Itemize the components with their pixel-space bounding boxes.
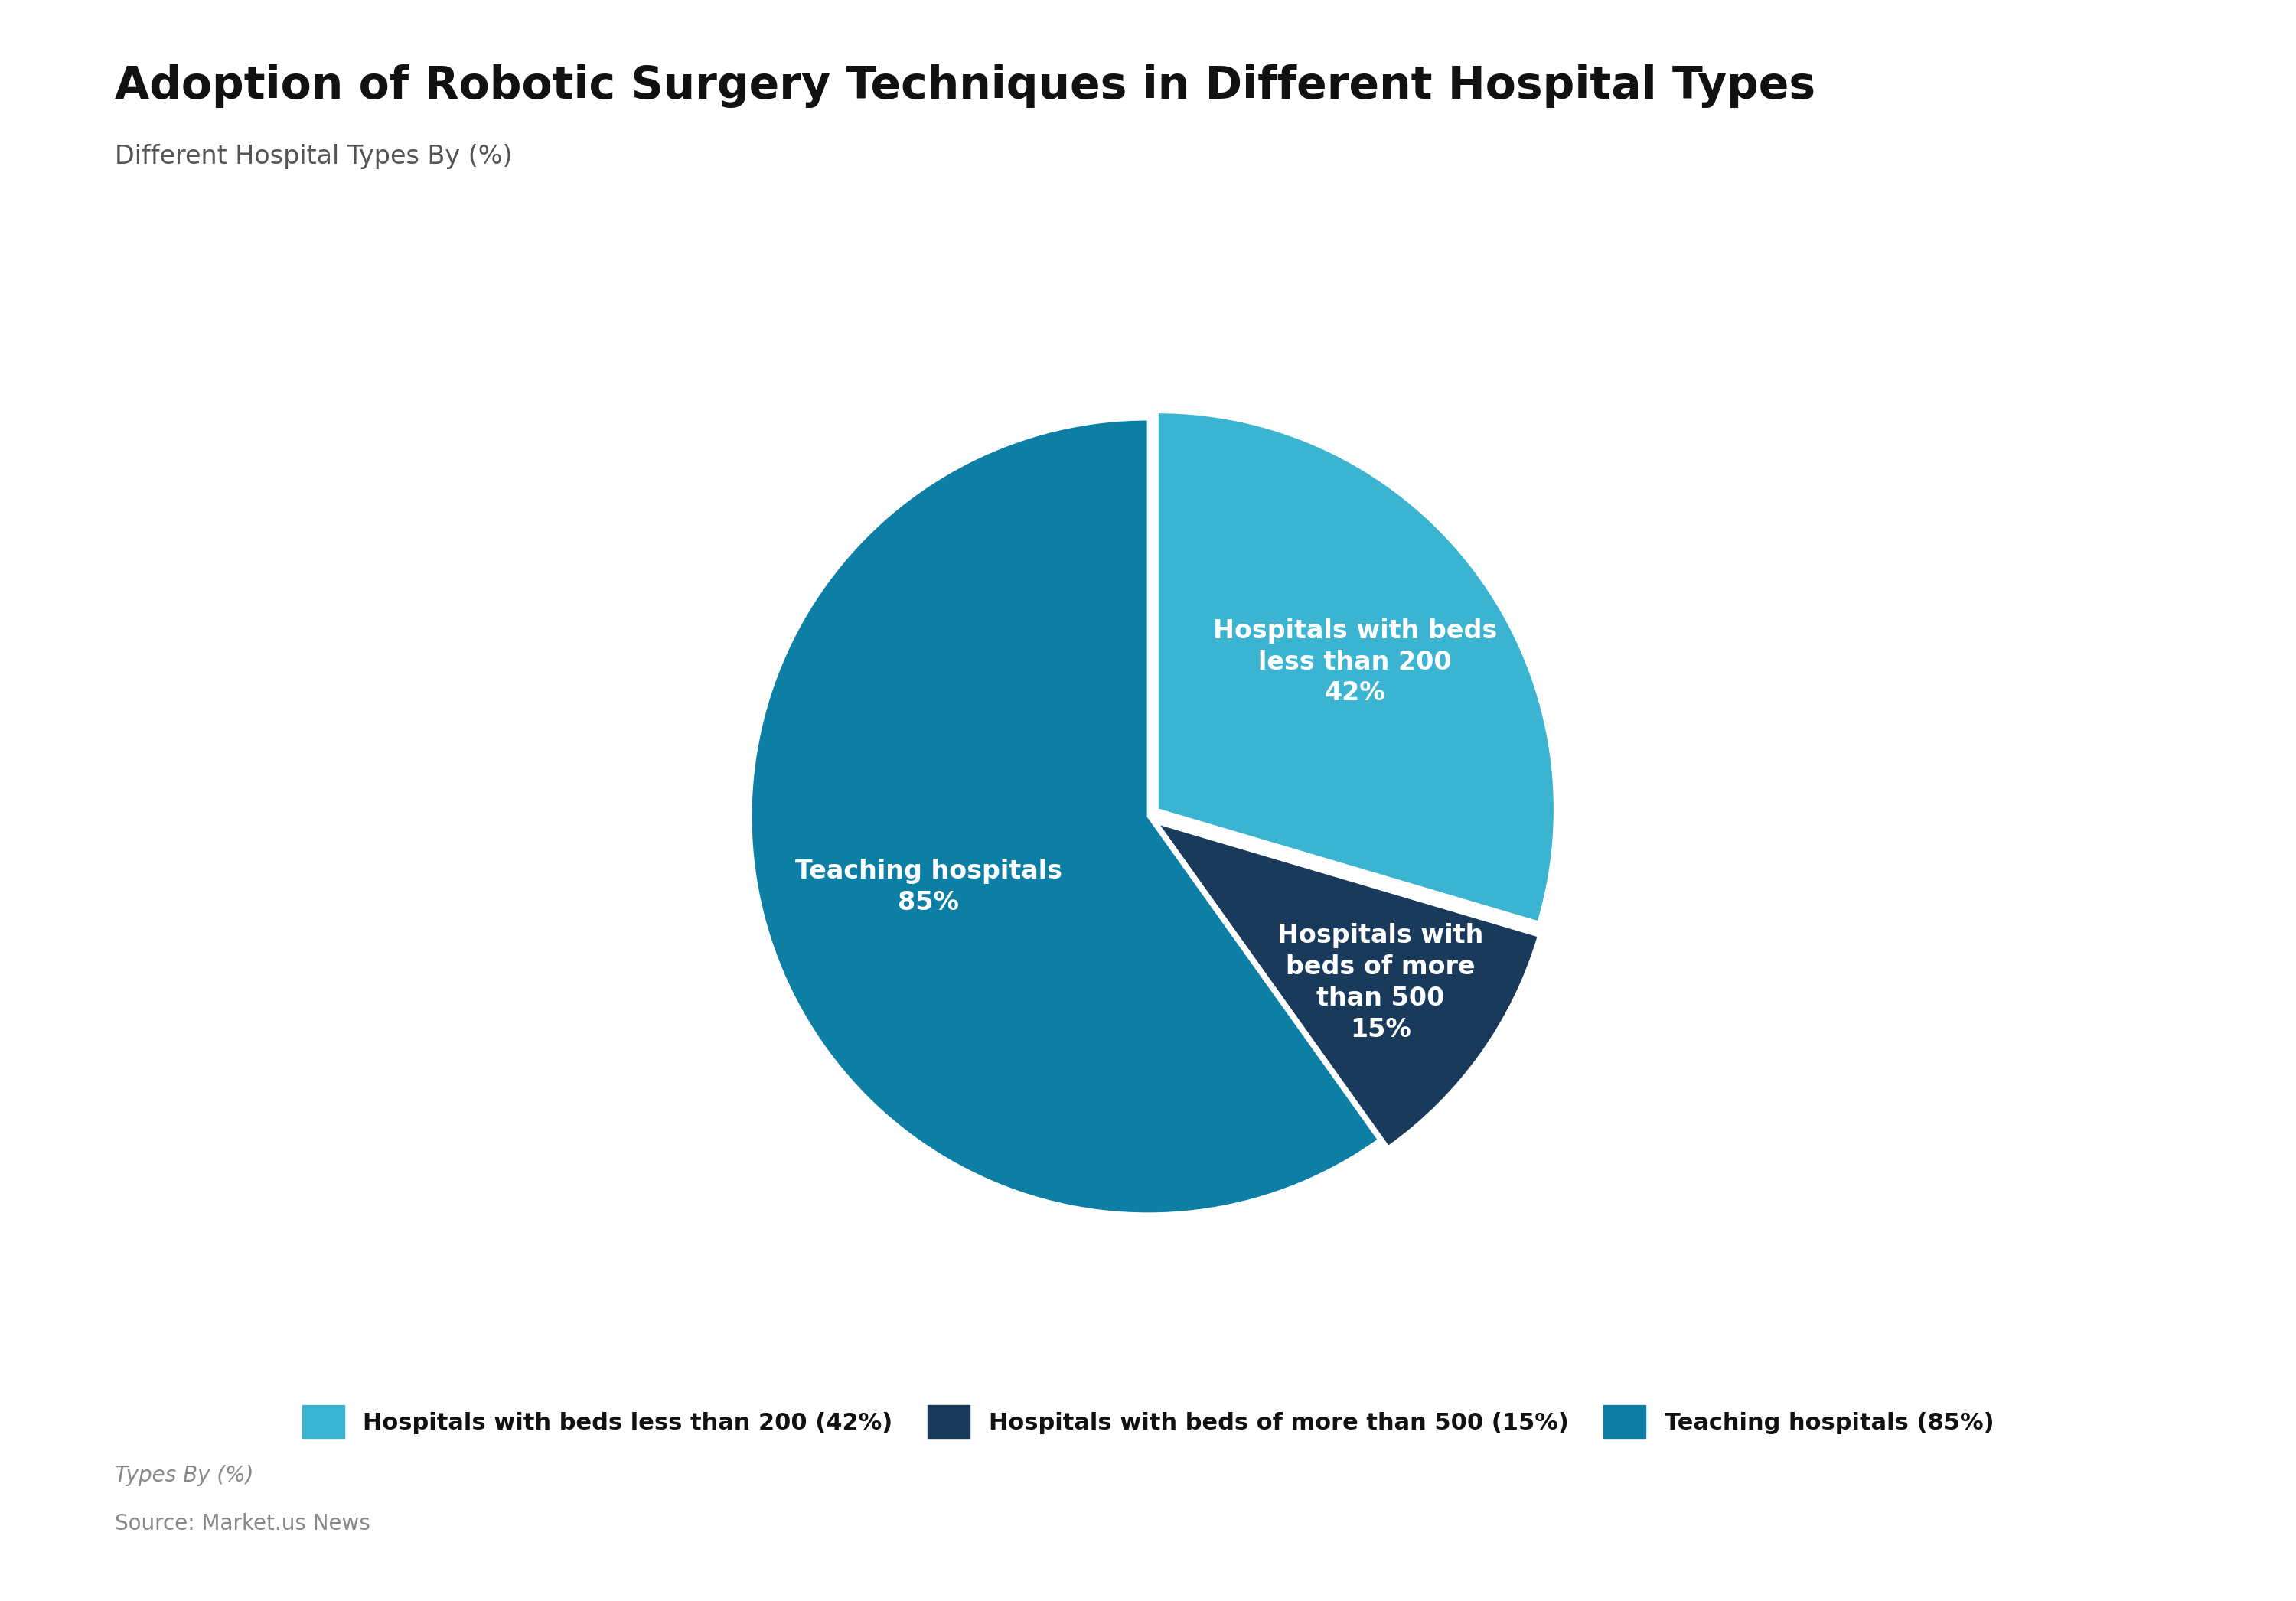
Text: Teaching hospitals
85%: Teaching hospitals 85%	[794, 858, 1063, 914]
Text: Different Hospital Types By (%): Different Hospital Types By (%)	[115, 144, 512, 170]
Legend: Hospitals with beds less than 200 (42%), Hospitals with beds of more than 500 (1: Hospitals with beds less than 200 (42%),…	[289, 1393, 2007, 1451]
Text: Types By (%): Types By (%)	[115, 1465, 253, 1486]
Text: Hospitals with beds
less than 200
42%: Hospitals with beds less than 200 42%	[1212, 618, 1497, 706]
Wedge shape	[751, 419, 1378, 1214]
Text: Hospitals with
beds of more
than 500
15%: Hospitals with beds of more than 500 15%	[1277, 924, 1483, 1042]
Text: Adoption of Robotic Surgery Techniques in Different Hospital Types: Adoption of Robotic Surgery Techniques i…	[115, 64, 1816, 107]
Wedge shape	[1157, 823, 1538, 1146]
Wedge shape	[1157, 413, 1554, 922]
Text: Source: Market.us News: Source: Market.us News	[115, 1513, 370, 1534]
